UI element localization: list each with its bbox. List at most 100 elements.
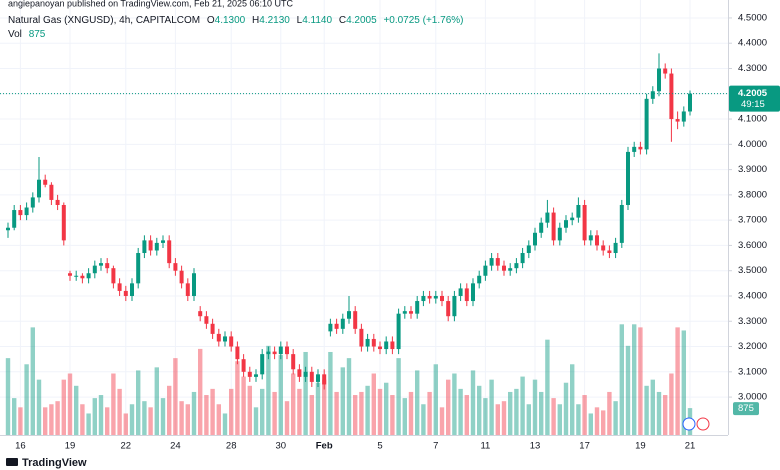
candle-body [483,265,488,276]
candle-body [247,371,252,377]
volume-bar [377,388,383,435]
volume-bar [191,391,197,435]
volume-bar [148,407,153,435]
volume-bar [55,401,60,435]
y-tick-label: 3.4000 [738,290,767,301]
volume-bar [607,391,612,435]
candle-body [6,227,10,231]
candle-body [210,323,215,334]
volume-bar [452,373,457,435]
candle-body [663,68,668,74]
event-icon[interactable] [682,417,696,431]
volume-bar [601,410,606,435]
candle-body [365,338,370,347]
y-tick-label: 4.0000 [738,139,767,150]
candle-body [533,232,537,246]
volume-bar [322,379,327,435]
volume-bar [297,388,302,435]
volume-bar [594,407,600,435]
candle-body [229,336,234,347]
y-tick-label: 3.6000 [738,240,767,251]
dividend-icon[interactable] [696,417,710,431]
open-label: O [207,15,215,26]
y-tick-label: 3.5000 [738,265,767,276]
candle-body [626,151,630,205]
x-tick-label: 22 [121,441,132,452]
volume-bar [247,385,252,435]
candle-body [272,351,277,355]
candle-body [446,301,451,317]
candle-body [669,73,674,120]
volume-bar [278,355,283,435]
x-tick-label: 5 [377,441,382,452]
candle-body [303,371,308,377]
candle-body [471,283,475,302]
volume-bar [12,398,17,435]
candle-body [557,227,562,241]
volume-bar [179,401,184,435]
volume-bar [98,395,104,435]
y-tick-label: 3.3000 [738,316,767,327]
candle-body [142,240,147,254]
last-volume-label: 875 [738,403,754,414]
x-tick-label: 21 [685,441,696,452]
volume-bar [483,398,488,435]
candle-body [68,273,72,276]
candle-body [340,318,345,329]
y-tick-label: 3.8000 [738,189,767,200]
candle-body [595,235,599,246]
chart-icons [682,417,710,431]
volume-bar [229,388,234,435]
candle-body [173,263,178,271]
volume-bar [402,398,407,435]
candle-body [613,242,618,254]
volume-bar [563,382,569,435]
logo-mark [6,458,18,466]
volume-bar [501,401,507,435]
volume-bar [446,379,451,435]
y-tick-label: 3.1000 [738,366,767,377]
volume-bar [576,404,581,435]
candle-body [12,210,17,228]
candle-body [204,316,209,324]
volume-bar [495,404,500,435]
candle-body [322,374,327,385]
footer-logo: TradingView [6,457,87,469]
candle-body [688,93,692,112]
candle-body [371,338,376,347]
volume-layer [5,324,693,435]
candle-body [353,311,358,329]
volume-bar [656,391,662,435]
candle-body [657,68,661,92]
candle-body [421,295,426,302]
volume-bar [644,385,649,435]
candle-body [359,328,364,347]
volume-bar [588,413,593,435]
candle-body [601,245,606,251]
candle-body [675,119,680,122]
x-tick-label: Feb [316,441,333,452]
volume-bar [123,413,128,435]
volume-bar [458,388,463,435]
volume-bar [328,351,333,435]
candle-body [638,146,643,150]
volume-bar [266,345,271,435]
volume-legend: Vol 875 [8,29,46,40]
candle-body [440,295,444,302]
volume-bar [390,395,395,435]
volume-label: Vol [8,29,22,40]
volume-bar [160,398,166,435]
volume-bar [36,379,42,435]
volume-bar [30,327,35,435]
last-price-label: 4.2005 [738,88,768,99]
candle-body [390,341,395,350]
volume-bar [520,376,525,435]
candle-body [105,263,110,269]
candle-body [402,311,407,314]
candle-body [192,273,196,296]
candle-body [61,204,66,241]
y-tick-label: 4.1000 [738,114,767,125]
candle-body [216,333,221,342]
candle-body [396,313,401,350]
